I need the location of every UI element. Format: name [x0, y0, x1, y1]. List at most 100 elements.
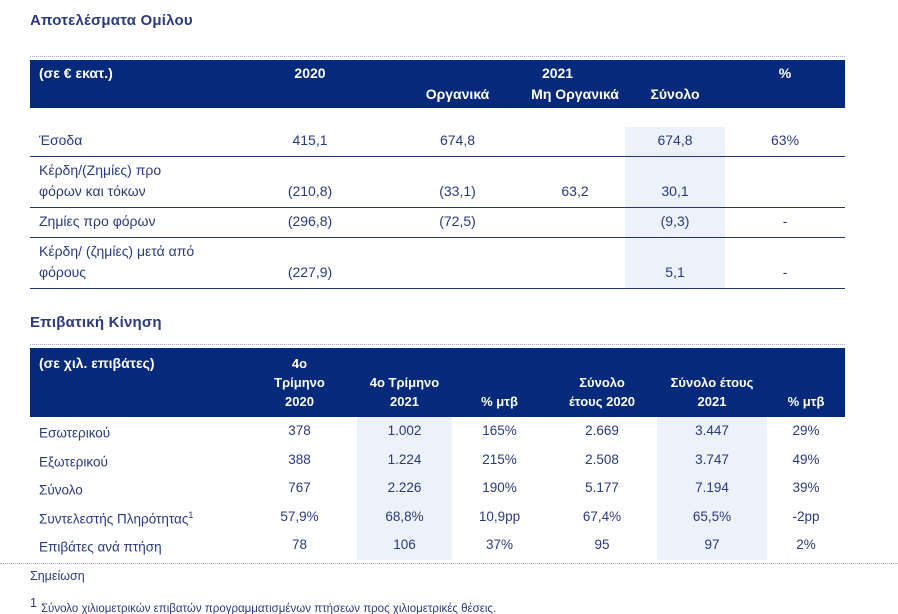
footnote-marker: 1: [30, 595, 37, 610]
cell-non-organic: [525, 237, 625, 289]
cell-pct-q: 37%: [485, 537, 514, 553]
col-header-2020: 2020: [230, 60, 390, 84]
table-row-aftertax: Κέρδη/ (ζημίες) μετά από φόρους (227,9) …: [30, 237, 846, 289]
subcol-total: Σύνολο: [625, 84, 726, 108]
cell-fy-2020: 2.669: [585, 423, 619, 439]
table-row-domestic: Εσωτερικού 378 1.002 165% 2.669 3.447 29…: [30, 417, 845, 446]
cell-q4-2021: 1.002: [357, 417, 452, 446]
cell-fy-2020: 5.177: [585, 480, 619, 496]
spacer: [30, 29, 845, 56]
cell-pct-q: 165%: [482, 423, 517, 439]
cell-q4-2021: 106: [357, 531, 452, 560]
table2-bottom-rule: [0, 562, 898, 564]
cell-pct-q: 215%: [482, 451, 517, 467]
cell-organic: [390, 237, 525, 289]
cell-fy-2020: 95: [594, 537, 610, 553]
empty-header: [230, 84, 390, 108]
col-pct-q: % μτβ: [452, 348, 547, 417]
cell-total: 30,1: [625, 156, 726, 208]
cell-non-organic: [525, 207, 625, 238]
cell-fy-2020: 67,4%: [582, 508, 622, 524]
table-row-pretax: Ζημίες προ φόρων (296,8) (72,5) (9,3) -: [30, 207, 846, 238]
row-label: Κέρδη/(Ζημίες) προ φόρων και τόκων: [30, 156, 230, 208]
group-results-title: Αποτελέσματα Ομίλου: [30, 12, 193, 29]
cell-q4-2021: 1.224: [357, 445, 452, 474]
table-row-pax-per-flight: Επιβάτες ανά πτήση 78 106 37% 95 97 2%: [30, 531, 845, 560]
cell-q4-2021: 68,8%: [357, 502, 452, 531]
cell-fy-2021: 97: [657, 531, 767, 560]
cell-non-organic: [525, 127, 625, 157]
col-q4-2020: 4ο Τρίμηνο 2020: [242, 348, 357, 417]
cell-organic: (33,1): [390, 156, 525, 208]
header-body-spacer: [30, 108, 845, 127]
passenger-traffic-header: (σε χιλ. επιβάτες) 4ο Τρίμηνο 2020 4ο Τρ…: [30, 348, 845, 417]
passenger-traffic-title: Επιβατική Κίνηση: [30, 314, 162, 331]
row-label: Ζημίες προ φόρων: [30, 207, 230, 238]
row-label: Εσωτερικού: [39, 425, 111, 441]
cell-2020: (227,9): [230, 237, 390, 289]
cell-non-organic: 63,2: [525, 156, 625, 208]
cell-pct: 63%: [725, 127, 846, 157]
cell-organic: (72,5): [390, 207, 525, 238]
cell-q4-2021: 2.226: [357, 474, 452, 503]
cell-pct-fy: 49%: [792, 451, 820, 467]
unit-label: (σε € εκατ.): [30, 60, 230, 84]
cell-q4-2020: 57,9%: [280, 508, 319, 524]
unit-label: (σε χιλ. επιβάτες): [30, 348, 242, 417]
cell-q4-2020: 378: [288, 423, 311, 439]
cell-q4-2020: 78: [291, 537, 308, 553]
cell-2020: (210,8): [230, 156, 390, 208]
subcol-non-organic: Μη Οργανικά: [525, 84, 625, 108]
footnote-1: 1 Σύνολο χιλιομετρικών επιβατών προγραμμα…: [30, 596, 845, 614]
spacer: [30, 331, 845, 344]
cell-pct: [725, 156, 846, 208]
cell-pct-q: 10,9pp: [478, 508, 521, 524]
cell-2020: (296,8): [230, 207, 390, 238]
cell-total: 5,1: [625, 237, 726, 289]
cell-pct: -: [725, 207, 846, 238]
cell-pct-fy: 2%: [796, 537, 816, 553]
footnote-text: Σύνολο χιλιομετρικών επιβατών προγραμματ…: [40, 602, 497, 614]
row-label: Κέρδη/ (ζημίες) μετά από φόρους: [30, 237, 230, 289]
cell-q4-2020: 767: [288, 480, 311, 496]
table-row-international: Εξωτερικού 388 1.224 215% 2.508 3.747 49…: [30, 445, 845, 474]
col-q4-2021: 4ο Τρίμηνο 2021: [357, 348, 452, 417]
cell-pct-q: 190%: [482, 480, 517, 496]
cell-q4-2020: 388: [288, 451, 311, 467]
cell-total: 674,8: [625, 127, 726, 157]
cell-fy-2021: 7.194: [657, 474, 767, 503]
empty-header: [30, 84, 230, 108]
col-header-2021: 2021: [390, 60, 726, 84]
subcol-organic: Οργανικά: [390, 84, 525, 108]
group-results-table: (σε € εκατ.) 2020 2021 % Οργανικά Μη Οργ…: [30, 60, 846, 289]
cell-pct: -: [725, 237, 846, 289]
table2-top-rule: [30, 344, 845, 348]
notes-heading: Σημείωση: [30, 568, 85, 583]
cell-organic: 674,8: [390, 127, 525, 157]
col-fy-2021: Σύνολο έτους 2021: [657, 348, 767, 417]
cell-pct-fy: -2pp: [792, 508, 820, 524]
col-fy-2020: Σύνολο έτους 2020: [547, 348, 657, 417]
spacer: [30, 289, 845, 314]
row-label: Σύνολο: [39, 482, 83, 498]
cell-fy-2020: 2.508: [585, 451, 619, 467]
cell-pct-fy: 39%: [792, 480, 820, 496]
col-header-pct: %: [725, 60, 846, 84]
cell-2020: 415,1: [230, 127, 390, 157]
table-row-load-factor: Συντελεστής Πληρότητας1 57,9% 68,8% 10,9…: [30, 502, 845, 531]
row-label: Έσοδα: [30, 127, 230, 157]
group-results-header: (σε € εκατ.) 2020 2021 % Οργανικά Μη Οργ…: [30, 60, 846, 108]
table-row-revenue: Έσοδα 415,1 674,8 674,8 63%: [30, 127, 846, 157]
table1-top-rule: [30, 56, 845, 60]
cell-fy-2021: 3.747: [657, 445, 767, 474]
row-label: Εξωτερικού: [39, 454, 108, 469]
empty-header: [725, 84, 846, 108]
row-label: Επιβάτες ανά πτήση: [39, 539, 162, 555]
table-row-ebit: Κέρδη/(Ζημίες) προ φόρων και τόκων (210,…: [30, 156, 846, 208]
cell-fy-2021: 3.447: [657, 417, 767, 446]
passenger-traffic-table: (σε χιλ. επιβάτες) 4ο Τρίμηνο 2020 4ο Τρ…: [30, 348, 845, 560]
cell-fy-2021: 65,5%: [657, 502, 767, 531]
cell-pct-fy: 29%: [792, 423, 820, 439]
col-pct-fy: % μτβ: [767, 348, 845, 417]
